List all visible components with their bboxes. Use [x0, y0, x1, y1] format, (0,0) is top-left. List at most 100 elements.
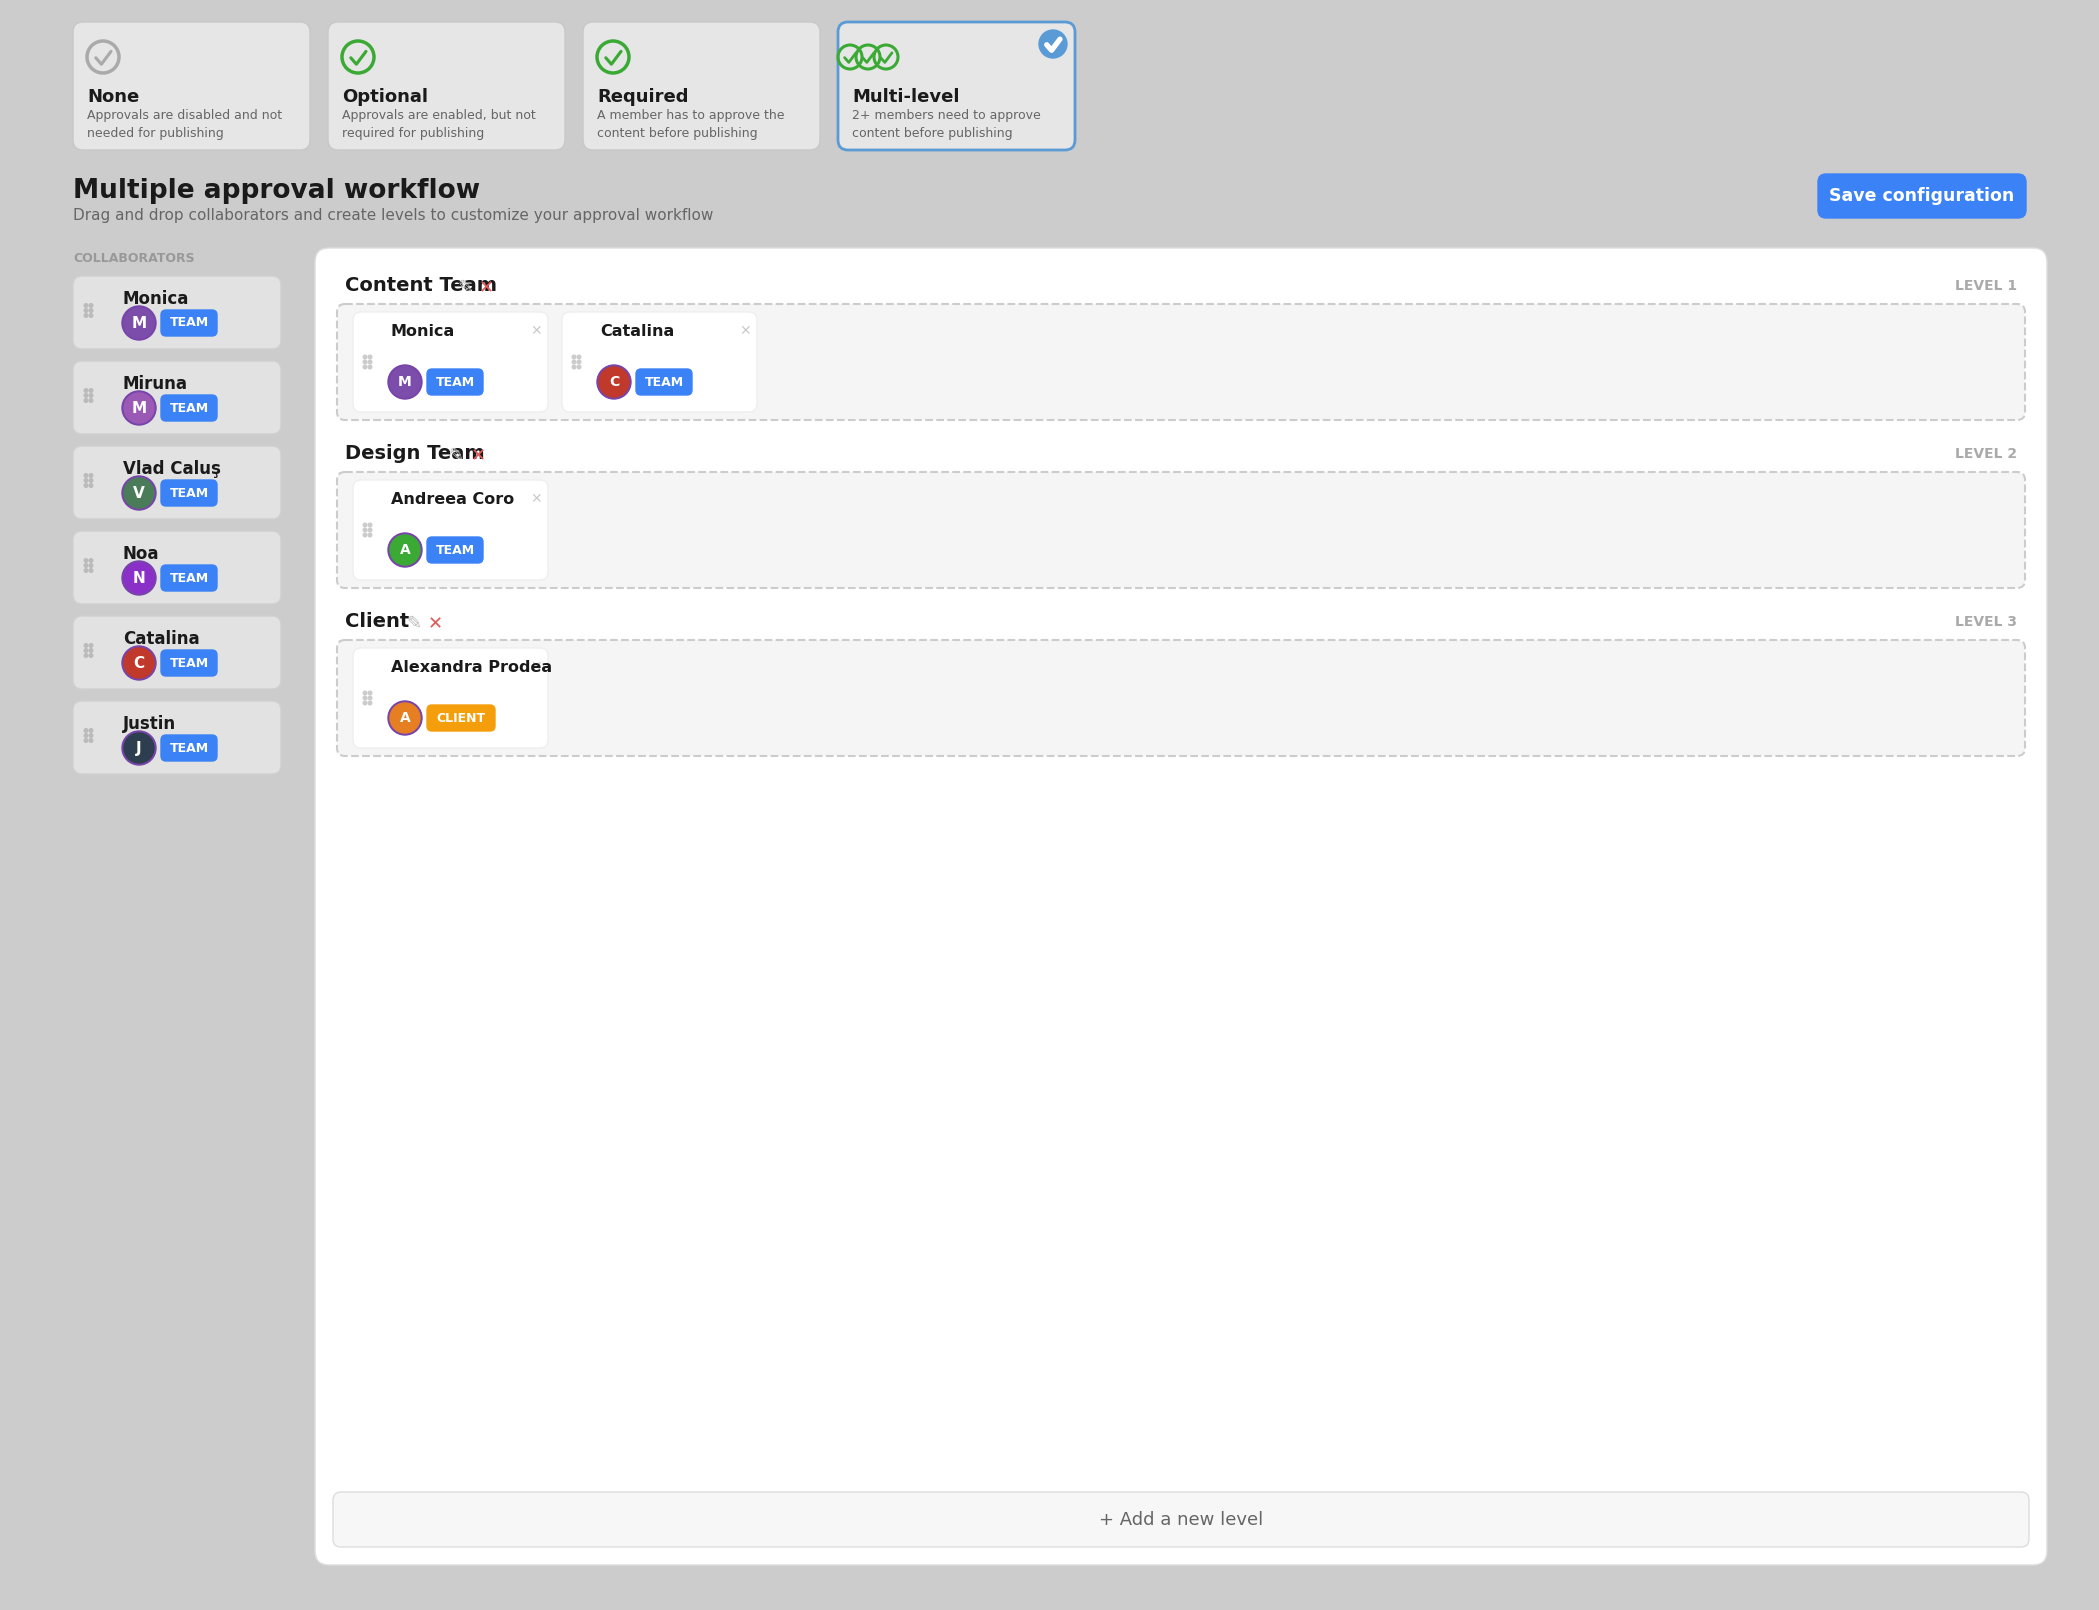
- Text: ✕: ✕: [479, 279, 493, 296]
- Circle shape: [88, 649, 92, 652]
- Circle shape: [363, 365, 367, 369]
- Text: Multi-level: Multi-level: [852, 89, 959, 106]
- Circle shape: [596, 365, 632, 399]
- Circle shape: [124, 393, 153, 423]
- Circle shape: [88, 314, 92, 317]
- Text: LEVEL 3: LEVEL 3: [1954, 615, 2017, 630]
- Text: ✎: ✎: [458, 279, 472, 296]
- Text: LEVEL 1: LEVEL 1: [1954, 279, 2017, 293]
- Text: Optional: Optional: [342, 89, 428, 106]
- Text: A: A: [399, 712, 411, 724]
- Circle shape: [573, 365, 575, 369]
- FancyBboxPatch shape: [162, 565, 216, 591]
- Text: ✕: ✕: [428, 615, 443, 633]
- Circle shape: [363, 696, 367, 700]
- Circle shape: [367, 533, 372, 536]
- FancyBboxPatch shape: [426, 705, 495, 731]
- FancyBboxPatch shape: [162, 650, 216, 676]
- Circle shape: [367, 523, 372, 526]
- Circle shape: [573, 356, 575, 359]
- Circle shape: [363, 702, 367, 705]
- Text: Approvals are disabled and not
needed for publishing: Approvals are disabled and not needed fo…: [86, 109, 281, 140]
- Circle shape: [390, 367, 420, 398]
- Circle shape: [88, 729, 92, 733]
- Text: ✎: ✎: [449, 448, 464, 465]
- Circle shape: [122, 306, 155, 340]
- Text: None: None: [86, 89, 139, 106]
- Text: TEAM: TEAM: [170, 572, 208, 584]
- Text: Multiple approval workflow: Multiple approval workflow: [73, 179, 481, 204]
- Text: TEAM: TEAM: [434, 544, 474, 557]
- Text: Approvals are enabled, but not
required for publishing: Approvals are enabled, but not required …: [342, 109, 535, 140]
- Circle shape: [122, 731, 155, 765]
- FancyBboxPatch shape: [584, 23, 821, 150]
- Text: ✕: ✕: [531, 493, 542, 506]
- Circle shape: [1039, 31, 1066, 58]
- Circle shape: [84, 739, 88, 742]
- FancyBboxPatch shape: [353, 647, 548, 749]
- FancyBboxPatch shape: [426, 538, 483, 564]
- Circle shape: [388, 365, 422, 399]
- Circle shape: [88, 309, 92, 312]
- FancyBboxPatch shape: [353, 312, 548, 412]
- Circle shape: [84, 564, 88, 567]
- Circle shape: [363, 361, 367, 364]
- Text: A member has to approve the
content before publishing: A member has to approve the content befo…: [596, 109, 785, 140]
- FancyBboxPatch shape: [338, 641, 2026, 757]
- Circle shape: [122, 477, 155, 510]
- Text: Alexandra Prodea: Alexandra Prodea: [390, 660, 552, 675]
- Circle shape: [88, 478, 92, 483]
- Circle shape: [388, 533, 422, 567]
- Text: Content Team: Content Team: [344, 275, 497, 295]
- Text: TEAM: TEAM: [170, 742, 208, 755]
- Text: TEAM: TEAM: [170, 317, 208, 330]
- Text: Monica: Monica: [124, 290, 189, 308]
- Text: TEAM: TEAM: [170, 486, 208, 499]
- Circle shape: [84, 483, 88, 488]
- Text: TEAM: TEAM: [170, 657, 208, 670]
- Text: ✕: ✕: [531, 324, 542, 338]
- Circle shape: [390, 535, 420, 565]
- FancyBboxPatch shape: [162, 394, 216, 420]
- Text: C: C: [609, 375, 619, 390]
- Circle shape: [598, 367, 630, 398]
- Circle shape: [388, 700, 422, 736]
- Circle shape: [363, 533, 367, 536]
- Text: TEAM: TEAM: [644, 375, 684, 388]
- Text: Monica: Monica: [390, 324, 455, 340]
- Circle shape: [367, 365, 372, 369]
- Circle shape: [88, 739, 92, 742]
- Circle shape: [367, 691, 372, 696]
- Circle shape: [124, 308, 153, 338]
- Text: Vlad Caluş: Vlad Caluş: [124, 460, 220, 478]
- Text: V: V: [132, 486, 145, 501]
- Circle shape: [84, 309, 88, 312]
- FancyBboxPatch shape: [1818, 174, 2026, 217]
- Circle shape: [84, 654, 88, 657]
- Circle shape: [84, 388, 88, 393]
- Text: J: J: [136, 741, 143, 755]
- FancyBboxPatch shape: [563, 312, 758, 412]
- Circle shape: [367, 528, 372, 531]
- Text: Noa: Noa: [124, 546, 160, 564]
- FancyBboxPatch shape: [73, 23, 311, 150]
- Circle shape: [88, 304, 92, 308]
- FancyBboxPatch shape: [162, 480, 216, 506]
- Circle shape: [122, 646, 155, 679]
- FancyBboxPatch shape: [73, 446, 281, 518]
- Text: Miruna: Miruna: [124, 375, 189, 393]
- Text: TEAM: TEAM: [170, 401, 208, 414]
- Circle shape: [124, 733, 153, 763]
- FancyBboxPatch shape: [353, 480, 548, 580]
- Circle shape: [122, 391, 155, 425]
- Circle shape: [367, 356, 372, 359]
- Circle shape: [390, 704, 420, 733]
- Circle shape: [84, 473, 88, 477]
- FancyBboxPatch shape: [73, 700, 281, 774]
- Circle shape: [577, 361, 581, 364]
- FancyBboxPatch shape: [73, 361, 281, 435]
- Circle shape: [84, 304, 88, 308]
- Circle shape: [88, 654, 92, 657]
- FancyBboxPatch shape: [338, 304, 2026, 420]
- Text: + Add a new level: + Add a new level: [1100, 1510, 1264, 1528]
